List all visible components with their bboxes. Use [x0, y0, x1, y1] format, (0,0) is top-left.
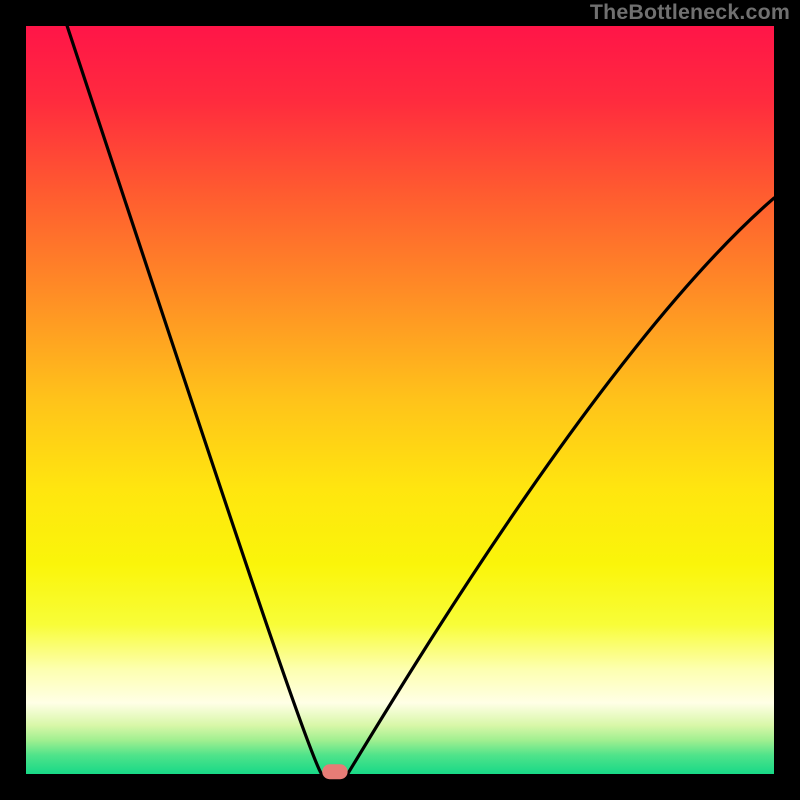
- chart-root: TheBottleneck.com: [0, 0, 800, 800]
- plot-background: [26, 26, 774, 774]
- chart-svg: [0, 0, 800, 800]
- minimum-marker: [322, 764, 347, 779]
- watermark-text: TheBottleneck.com: [590, 0, 790, 25]
